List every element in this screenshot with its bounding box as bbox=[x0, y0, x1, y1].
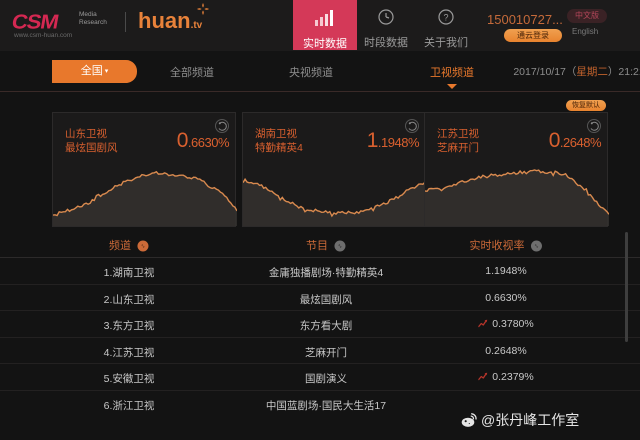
svg-text:?: ? bbox=[443, 13, 448, 23]
